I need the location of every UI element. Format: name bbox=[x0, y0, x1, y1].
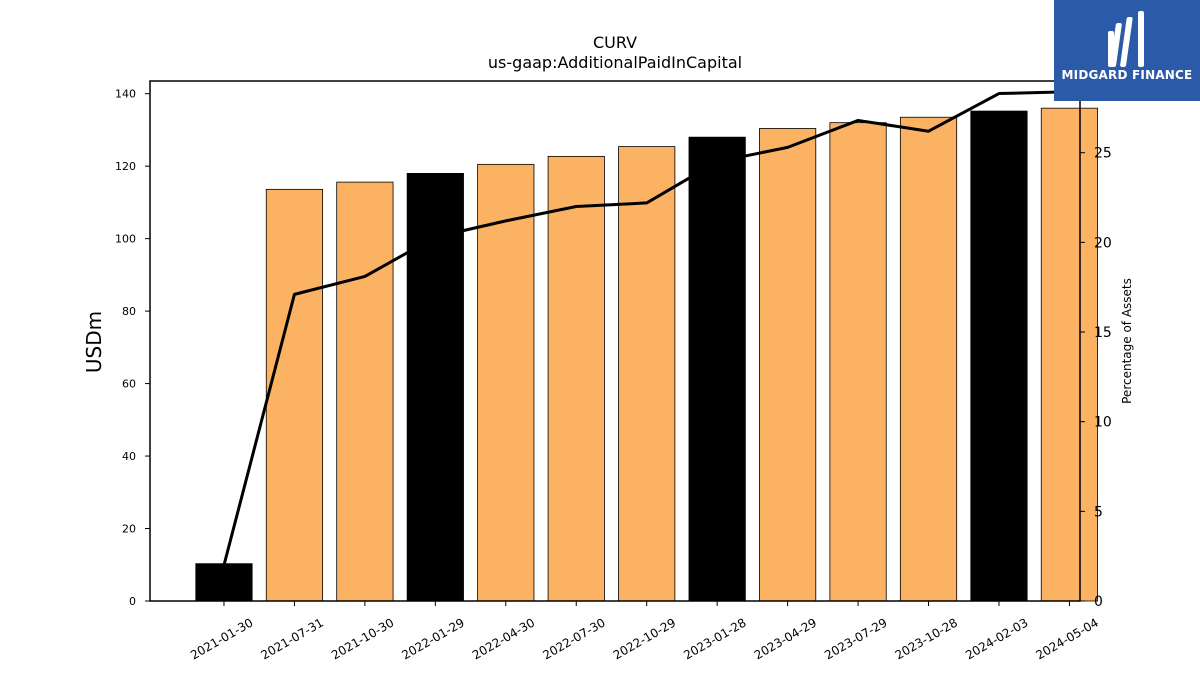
x-tick-label: 2023-04-29 bbox=[752, 615, 819, 662]
bar-2021-10-30 bbox=[336, 181, 394, 602]
line-percentage-of-assets bbox=[222, 90, 1070, 566]
bar-2022-04-30 bbox=[477, 163, 535, 602]
brand-logo: MIDGARD FINANCE bbox=[1054, 0, 1200, 101]
bar-2022-10-29 bbox=[618, 146, 676, 602]
y-tick-label: 0 bbox=[129, 595, 136, 608]
y2-tick-label: 20 bbox=[1094, 235, 1112, 251]
bar-2024-05-04 bbox=[1040, 107, 1099, 602]
bar-2023-01-28 bbox=[688, 136, 746, 602]
x-tick-label: 2022-01-29 bbox=[399, 615, 466, 662]
bar-2023-07-29 bbox=[829, 122, 887, 602]
x-tick-label: 2022-10-29 bbox=[611, 615, 678, 662]
x-tick-label: 2023-01-28 bbox=[681, 615, 748, 662]
plot-frame bbox=[149, 80, 1081, 602]
y2-tick-label: 10 bbox=[1094, 415, 1112, 431]
bar-2022-01-29 bbox=[406, 173, 464, 602]
x-tick-label: 2024-02-03 bbox=[963, 615, 1030, 662]
y2-axis-label: Percentage of Assets bbox=[1120, 278, 1134, 404]
bar-2023-10-28 bbox=[899, 116, 958, 602]
y-tick-label: 120 bbox=[115, 160, 136, 173]
y-tick-label: 40 bbox=[122, 450, 136, 463]
x-tick-label: 2021-01-30 bbox=[188, 615, 255, 662]
brand-name: MIDGARD FINANCE bbox=[1061, 68, 1193, 82]
bar-2023-04-29 bbox=[759, 128, 817, 602]
y2-tick-label: 5 bbox=[1094, 504, 1103, 520]
y2-tick-label: 25 bbox=[1094, 146, 1112, 162]
y2-tick-label: 0 bbox=[1094, 594, 1103, 610]
x-tick-label: 2022-04-30 bbox=[470, 615, 537, 662]
bar-2022-07-30 bbox=[547, 155, 605, 602]
bar-2021-07-31 bbox=[265, 188, 324, 602]
chart-subtitle: us-gaap:AdditionalPaidInCapital bbox=[488, 53, 742, 72]
x-tick-label: 2021-07-31 bbox=[259, 615, 326, 662]
y-tick-label: 80 bbox=[122, 305, 136, 318]
bar-2024-02-03 bbox=[970, 110, 1028, 602]
chart-title: CURV bbox=[593, 33, 637, 52]
y-axis-label: USDm bbox=[82, 311, 106, 373]
y-tick-label: 60 bbox=[122, 378, 136, 391]
x-tick-label: 2024-05-04 bbox=[1034, 615, 1101, 662]
y-tick-label: 140 bbox=[115, 88, 136, 101]
bar-2021-01-30 bbox=[195, 563, 253, 602]
y2-tick-label: 15 bbox=[1094, 325, 1112, 341]
y-tick-label: 100 bbox=[115, 233, 136, 246]
x-tick-label: 2022-07-30 bbox=[540, 615, 607, 662]
y-tick-label: 20 bbox=[122, 523, 136, 536]
x-tick-label: 2021-10-30 bbox=[329, 615, 396, 662]
x-tick-label: 2023-10-28 bbox=[893, 615, 960, 662]
brand-mark-icon bbox=[1108, 11, 1144, 67]
x-tick-label: 2023-07-29 bbox=[822, 615, 889, 662]
